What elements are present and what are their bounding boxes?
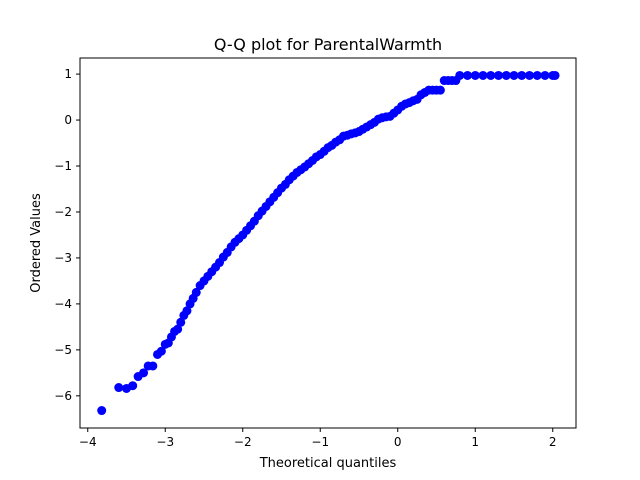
data-point [478,70,488,80]
x-tick-label: −2 [234,435,252,449]
y-axis-ticks: −6 −5 −4 −3 −2 −1 0 1 [54,67,80,403]
data-points [97,70,560,416]
data-point [532,70,542,80]
data-point [463,70,472,80]
data-point [148,361,158,371]
data-point [455,70,465,80]
data-point [139,368,149,378]
data-point [156,346,166,356]
chart-title: Q-Q plot for ParentalWarmth [214,35,442,54]
data-point [509,70,519,80]
y-tick-label: −2 [54,205,72,219]
data-point [182,306,192,316]
data-point [128,381,138,391]
x-tick-label: 1 [471,435,479,449]
y-axis-label: Ordered Values [29,193,44,293]
y-tick-label: −4 [54,297,72,311]
data-point [550,70,560,80]
data-point [435,85,445,95]
x-tick-label: −3 [156,435,174,449]
data-point [525,70,534,80]
x-tick-label: −4 [79,435,97,449]
x-tick-label: 0 [394,435,402,449]
data-point [173,324,183,334]
data-point [470,70,480,80]
data-point [114,383,124,393]
data-point [97,406,107,416]
data-point [486,70,496,80]
plot-area-frame [79,57,577,429]
y-tick-label: 1 [64,67,72,81]
data-point [494,70,503,80]
x-tick-label: 2 [549,435,557,449]
y-tick-label: −5 [54,343,72,357]
data-point [176,317,186,327]
x-axis-ticks: −4 −3 −2 −1 0 1 2 [79,428,557,449]
data-point [191,287,201,297]
x-axis-label: Theoretical quantiles [259,456,397,471]
y-tick-label: −3 [54,251,72,265]
data-point [501,70,511,80]
data-point [540,70,550,80]
x-tick-label: −1 [311,435,329,449]
y-tick-label: −1 [54,159,72,173]
data-point [517,70,527,80]
y-tick-label: 0 [64,113,72,127]
y-tick-label: −6 [54,389,72,403]
